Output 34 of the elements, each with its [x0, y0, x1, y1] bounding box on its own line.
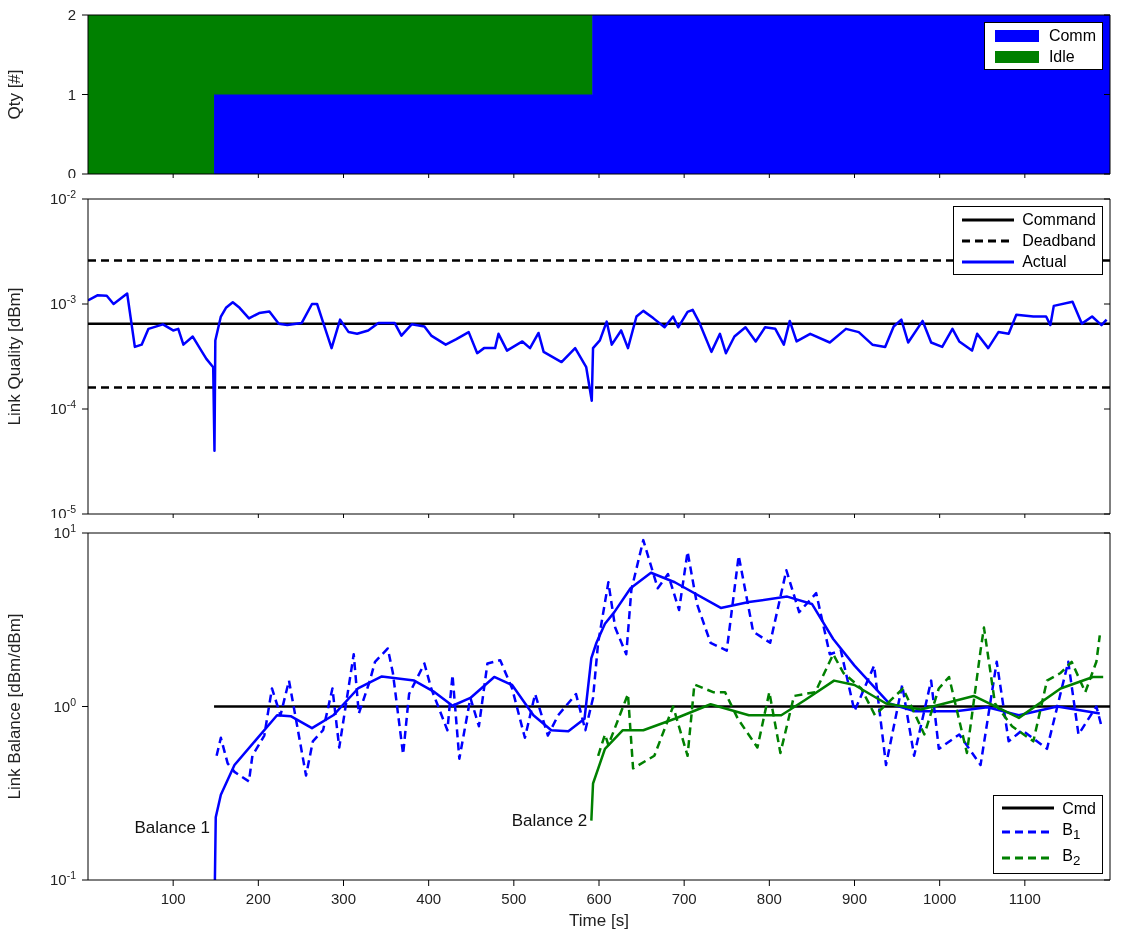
y-tick-label: 10$^{-4}$ [49, 398, 77, 417]
x-tick-label: 200 [245, 890, 271, 907]
y-tick-label: 10$^{-1}$ [49, 869, 77, 888]
x-tick-label: 400 [416, 890, 442, 907]
legend-label: Actual [1022, 252, 1067, 272]
legend-label: Deadband [1022, 231, 1096, 251]
x-axis-title: Time [s] [569, 911, 629, 930]
y-tick-label: 2 [67, 6, 76, 23]
annotation: Balance 1 [134, 817, 211, 837]
y-tick-label: 10$^{-2}$ [49, 188, 77, 207]
x-tick-label: 800 [756, 890, 782, 907]
annotation: Balance 2 [511, 810, 588, 830]
y-axis-title: Link Balance [dBm/dBm] [5, 613, 25, 800]
y-axis-title: Qty [#] [5, 69, 25, 120]
legend-label: B$_{1}$ [1062, 819, 1081, 844]
y-axis-title: Link Quality [dBm] [5, 287, 25, 426]
x-tick-label: 100 [160, 890, 186, 907]
y-tick-label: 1 [67, 85, 76, 103]
x-tick-label: 900 [841, 890, 868, 907]
x-tick-label: 700 [671, 890, 697, 907]
legend-label: B$_{2}$ [1062, 845, 1081, 870]
x-tick-label: 300 [330, 890, 357, 907]
y-tick-label: 10$^{0}$ [53, 695, 77, 715]
x-tick-label: 1000 [922, 890, 957, 907]
x-tick-label: 1100 [1008, 890, 1041, 907]
legend-label: Idle [1048, 47, 1075, 67]
legend-label: Cmd [1062, 798, 1096, 819]
y-tick-label: 10$^{-3}$ [49, 293, 77, 312]
legend-label: Comm [1048, 26, 1096, 46]
x-tick-label: 600 [586, 890, 612, 907]
x-tick-label: 500 [501, 890, 527, 907]
y-tick-label: 10$^{1}$ [53, 522, 77, 541]
line-series [88, 292, 1108, 453]
legend-label: Command [1022, 210, 1096, 230]
